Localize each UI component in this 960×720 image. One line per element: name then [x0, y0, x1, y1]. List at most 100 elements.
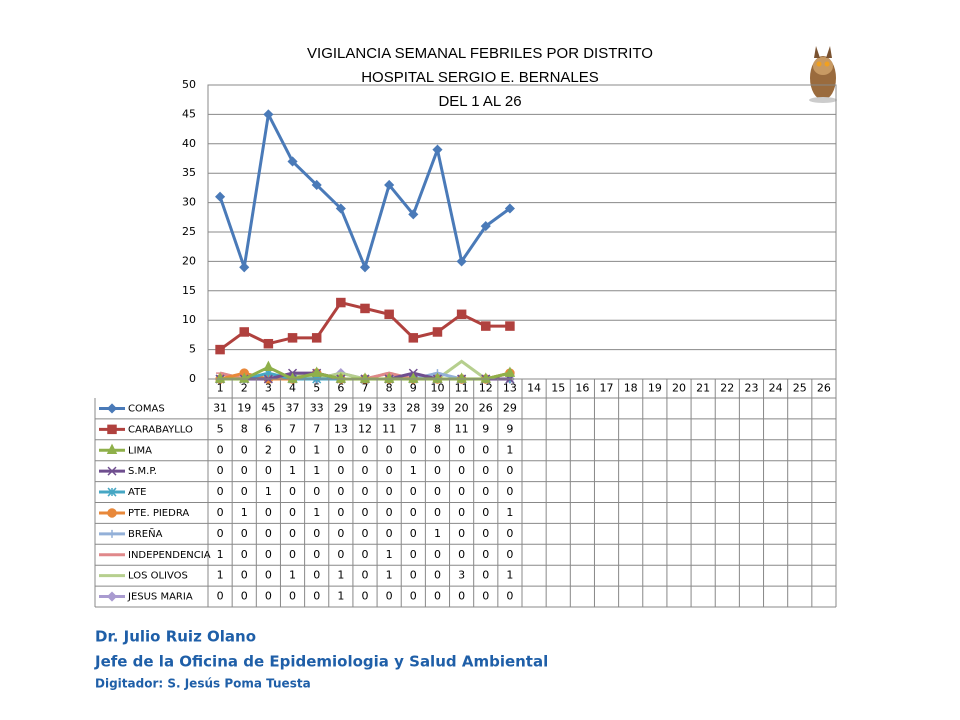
x-tick-label: 26	[817, 382, 831, 395]
table-cell: 0	[241, 464, 248, 477]
table-cell: 0	[217, 443, 224, 456]
marker	[239, 262, 250, 273]
table-cell: 1	[386, 548, 393, 561]
table-cell: 0	[337, 527, 344, 540]
table-cell: 33	[310, 401, 324, 414]
y-tick-label: 5	[189, 343, 196, 356]
y-tick-label: 30	[182, 196, 196, 209]
x-tick-label: 24	[769, 382, 783, 395]
table-cell: 31	[213, 401, 227, 414]
x-tick-label: 5	[313, 382, 320, 395]
marker	[215, 344, 225, 355]
marker	[359, 372, 371, 383]
marker	[384, 309, 394, 320]
x-tick-label: 19	[648, 382, 662, 395]
table-cell: 0	[362, 569, 369, 582]
table-cell: 12	[358, 422, 372, 435]
y-tick-label: 50	[182, 78, 196, 91]
marker	[505, 321, 515, 331]
table-cell: 0	[434, 485, 441, 498]
x-tick-label: 20	[672, 382, 686, 395]
marker	[481, 321, 491, 331]
x-tick-label: 13	[503, 382, 517, 395]
table-cell: 0	[289, 506, 296, 519]
table-cell: 0	[265, 506, 272, 519]
marker	[214, 372, 226, 383]
table-cell: 0	[289, 548, 296, 561]
legend-entry: BREÑA	[99, 527, 163, 540]
table-cell: 0	[289, 443, 296, 456]
marker	[359, 262, 371, 273]
table-cell: 0	[337, 443, 344, 456]
legend-label: ATE	[128, 487, 147, 498]
table-cell: 0	[482, 464, 489, 477]
table-cell: 37	[286, 401, 300, 414]
y-tick-label: 15	[182, 284, 196, 297]
table-cell: 0	[410, 548, 417, 561]
table-cell: 0	[386, 464, 393, 477]
table-cell: 0	[506, 590, 513, 603]
table-cell: 0	[313, 548, 320, 561]
table-cell: 1	[506, 569, 513, 582]
table-cell: 0	[362, 590, 369, 603]
table-cell: 0	[337, 485, 344, 498]
x-tick-label: 8	[386, 382, 393, 395]
chart-title: DEL 1 AL 26	[438, 93, 521, 110]
footer-author: Dr. Julio Ruiz Olano	[95, 628, 256, 646]
table-cell: 6	[265, 422, 272, 435]
legend-entry: S.M.P.	[99, 466, 157, 477]
x-tick-label: 1	[217, 382, 224, 395]
table-cell: 39	[430, 401, 444, 414]
marker	[384, 179, 395, 191]
marker	[263, 338, 274, 349]
table-cell: 0	[265, 527, 272, 540]
table-cell: 0	[482, 443, 489, 456]
y-tick-label: 40	[182, 137, 196, 150]
table-cell: 7	[289, 422, 296, 435]
marker	[480, 372, 491, 383]
marker	[263, 109, 274, 120]
table-cell: 7	[313, 422, 320, 435]
table-cell: 0	[482, 527, 489, 540]
table-cell: 0	[386, 527, 393, 540]
marker	[504, 203, 515, 214]
series	[215, 297, 515, 355]
x-tick-label: 2	[241, 382, 248, 395]
table-cell: 0	[434, 506, 441, 519]
table-cell: 0	[410, 590, 417, 603]
table-cell: 0	[458, 548, 465, 561]
y-tick-label: 25	[182, 225, 196, 238]
table-cell: 9	[482, 422, 489, 435]
table-cell: 1	[337, 569, 344, 582]
table-cell: 1	[386, 569, 393, 582]
marker	[432, 327, 443, 337]
table-cell: 20	[455, 401, 469, 414]
table-cell: 1	[410, 464, 417, 477]
owl-logo	[809, 46, 837, 103]
legend-label: BREÑA	[128, 527, 163, 540]
marker	[106, 443, 118, 454]
table-cell: 1	[313, 506, 320, 519]
marker	[311, 179, 322, 191]
marker	[456, 309, 467, 320]
legend-entry: LIMA	[99, 443, 152, 456]
legend-label: LOS OLIVOS	[128, 571, 188, 582]
legend-label: JESUS MARIA	[127, 592, 193, 603]
table-cell: 0	[241, 443, 248, 456]
table-cell: 0	[506, 464, 513, 477]
marker	[239, 327, 249, 337]
marker	[107, 487, 117, 497]
table-cell: 0	[362, 506, 369, 519]
table-cell: 2	[265, 443, 272, 456]
legend-entry: JESUS MARIA	[99, 591, 193, 603]
chart-title: HOSPITAL SERGIO E. BERNALES	[361, 69, 599, 86]
x-tick-label: 6	[337, 382, 344, 395]
table-cell: 0	[482, 590, 489, 603]
table-cell: 0	[410, 485, 417, 498]
table-cell: 0	[506, 485, 513, 498]
footer-role: Jefe de la Oficina de Epidemiologia y Sa…	[94, 653, 548, 671]
table-cell: 0	[337, 548, 344, 561]
table-cell: 0	[241, 485, 248, 498]
